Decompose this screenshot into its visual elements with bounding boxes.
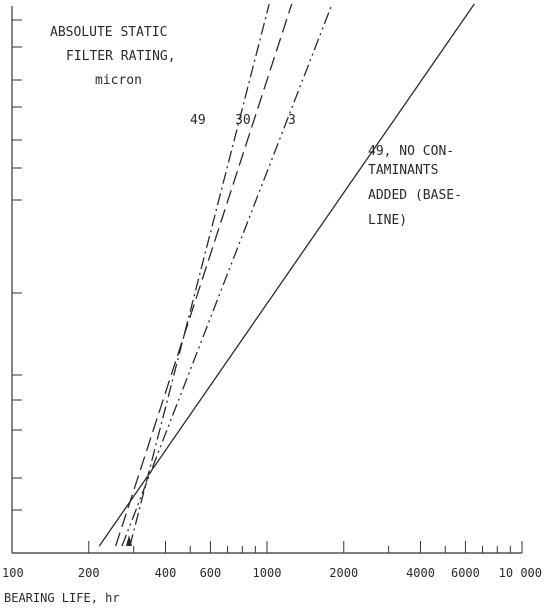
x-tick-label: 200 xyxy=(78,566,100,580)
x-tick-label: 600 xyxy=(200,566,222,580)
x-tick-labels: 100 200 400 600 1000 2000 4000 6000 10 000 xyxy=(2,566,542,580)
series-line-1 xyxy=(115,3,293,547)
baseline-label-line-4: LINE) xyxy=(368,213,407,228)
legend-title-line-3: micron xyxy=(95,73,142,88)
x-tick-label: 400 xyxy=(155,566,177,580)
legend-title-line-1: ABSOLUTE STATIC xyxy=(50,25,167,40)
x-tick-label: 6000 xyxy=(451,566,480,580)
baseline-label-line-3: ADDED (BASE- xyxy=(368,188,462,203)
x-tick-label: 100 xyxy=(2,566,24,580)
legend-title-line-2: FILTER RATING, xyxy=(66,49,176,64)
axes xyxy=(11,6,523,554)
baseline-label-line-1: 49, NO CON- xyxy=(368,144,454,159)
x-axis-title: BEARING LIFE, hr xyxy=(4,591,120,605)
x-tick-label: 4000 xyxy=(406,566,435,580)
baseline-label-line-2: TAMINANTS xyxy=(368,163,438,178)
series-line-4 xyxy=(98,3,475,547)
arrow-marker xyxy=(126,535,132,546)
x-tick-label: 2000 xyxy=(329,566,358,580)
series-line-3 xyxy=(121,3,333,547)
line-label-3: 3 xyxy=(288,113,296,128)
line-label-49: 49 xyxy=(190,113,206,128)
x-tick-label: 10 000 xyxy=(499,566,542,580)
series-lines xyxy=(98,3,475,547)
x-tick-label: 1000 xyxy=(253,566,282,580)
line-label-30: 30 xyxy=(235,113,251,128)
series-line-2 xyxy=(129,3,270,547)
